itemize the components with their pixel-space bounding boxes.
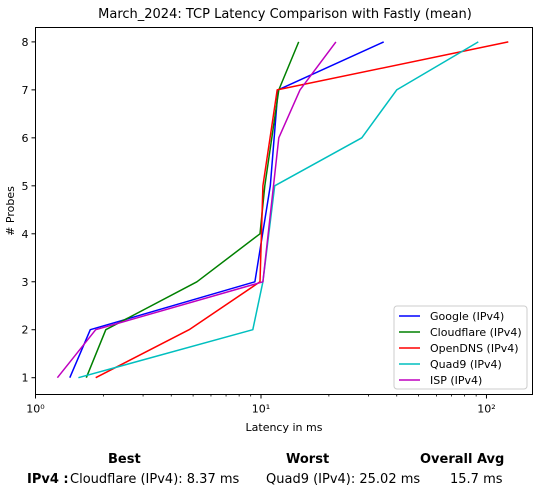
y-tick-label: 1: [22, 372, 29, 385]
series-line: [69, 41, 385, 378]
x-tick-label: 10¹: [252, 403, 270, 416]
y-axis-label: # Probes: [4, 186, 17, 236]
best-value: Cloudflare (IPv4): 8.37 ms: [70, 472, 240, 487]
series-line: [78, 41, 479, 379]
best-header: Best: [108, 452, 141, 467]
series-lines: [56, 41, 509, 379]
legend-label: Quad9 (IPv4): [430, 358, 502, 371]
y-tick-label: 2: [22, 324, 29, 337]
latency-chart: March_2024: TCP Latency Comparison with …: [4, 7, 533, 434]
plot-area: [35, 27, 533, 395]
legend-label: ISP (IPv4): [430, 374, 482, 387]
legend-label: Google (IPv4): [430, 310, 504, 323]
chart-title: March_2024: TCP Latency Comparison with …: [98, 7, 472, 22]
y-axis: 1 2 3 4 5 6 7 8: [22, 36, 36, 385]
series-line: [56, 41, 337, 379]
y-tick-label: 3: [22, 276, 29, 289]
legend-box: [393, 305, 528, 390]
y-tick-label: 7: [22, 84, 29, 97]
y-tick-label: 5: [22, 180, 29, 193]
overall-avg-value: 15.7 ms: [450, 472, 503, 487]
overall-avg-header: Overall Avg: [420, 452, 505, 467]
x-tick-label: 10²: [477, 403, 495, 416]
x-axis-label: Latency in ms: [246, 421, 323, 434]
y-tick-label: 6: [22, 132, 29, 145]
ipv4-row-label: IPv4 :: [27, 472, 69, 487]
y-tick-label: 4: [22, 228, 29, 241]
legend-label: OpenDNS (IPv4): [430, 342, 519, 355]
legend: Google (IPv4) Cloudflare (IPv4) OpenDNS (I…: [393, 305, 528, 390]
worst-value: Quad9 (IPv4): 25.02 ms: [266, 472, 421, 487]
x-axis: 10⁰ 10¹ 10²: [26, 394, 496, 416]
x-tick-label: 10⁰: [26, 403, 45, 416]
worst-header: Worst: [286, 452, 330, 467]
series-line: [95, 41, 509, 379]
legend-label: Cloudflare (IPv4): [430, 326, 522, 339]
y-tick-label: 8: [22, 36, 29, 49]
